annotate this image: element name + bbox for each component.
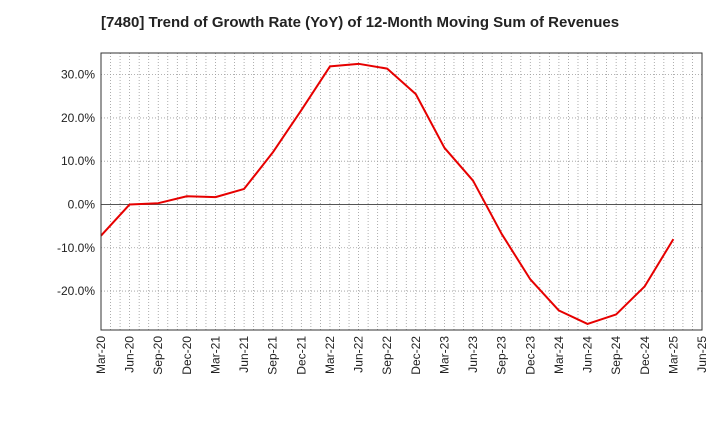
x-tick-label: Dec-20 <box>180 336 194 375</box>
y-tick-label: 20.0% <box>61 111 95 125</box>
horizontal-gridlines <box>101 74 702 292</box>
x-tick-label: Jun-25 <box>695 336 709 373</box>
x-tick-label: Sep-23 <box>495 336 509 375</box>
x-tick-label: Mar-25 <box>666 336 680 374</box>
x-tick-label: Dec-24 <box>638 336 652 375</box>
y-tick-labels: 30.0% 20.0% 10.0% 0.0% -10.0% -20.0% <box>57 68 95 298</box>
x-tick-label: Sep-20 <box>151 336 165 375</box>
x-tick-label: Jun-22 <box>352 336 366 373</box>
x-tick-label: Mar-24 <box>552 336 566 374</box>
plot-border <box>100 52 703 331</box>
x-tick-label: Sep-21 <box>266 336 280 375</box>
series-group <box>100 62 675 325</box>
plot-area <box>101 53 702 330</box>
series-line <box>100 62 675 325</box>
x-tick-label: Mar-21 <box>208 336 222 374</box>
x-tick-label: Jun-20 <box>123 336 137 373</box>
x-tick-label: Sep-22 <box>380 336 394 375</box>
y-tick-label: -10.0% <box>57 241 95 255</box>
x-tick-label: Dec-22 <box>409 336 423 375</box>
y-tick-label: -20.0% <box>57 284 95 298</box>
x-tick-label: Mar-20 <box>94 336 108 374</box>
x-tick-label: Mar-23 <box>437 336 451 374</box>
x-tick-label: Jun-24 <box>581 336 595 373</box>
x-tick-label: Dec-23 <box>523 336 537 375</box>
x-tick-label: Jun-23 <box>466 336 480 373</box>
x-tick-label: Dec-21 <box>294 336 308 375</box>
y-tick-label: 10.0% <box>61 154 95 168</box>
vertical-gridlines <box>110 53 693 330</box>
chart-title: [7480] Trend of Growth Rate (YoY) of 12-… <box>100 14 620 31</box>
x-tick-label: Mar-22 <box>323 336 337 374</box>
y-tick-label: 0.0% <box>68 197 96 211</box>
x-tick-label: Jun-21 <box>237 336 251 373</box>
y-tick-label: 30.0% <box>61 68 95 82</box>
x-tick-label: Sep-24 <box>609 336 623 375</box>
x-tick-labels: Mar-20 Jun-20 Sep-20 Dec-20 Mar-21 Jun-21 Sep-… <box>94 336 709 375</box>
